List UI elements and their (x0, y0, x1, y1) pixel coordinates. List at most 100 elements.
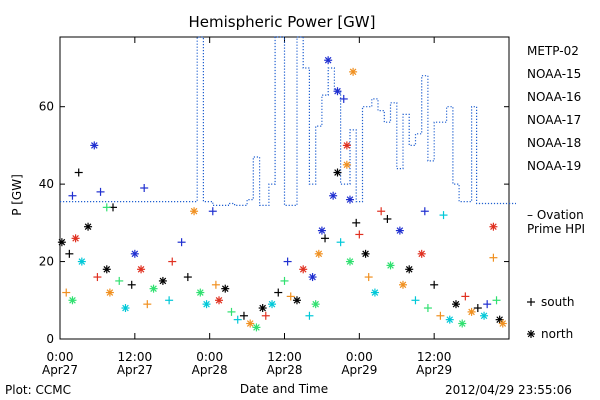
marker-stroke-d2 (299, 266, 307, 273)
plot-timestamp: 2012/04/29 23:55:06 (445, 383, 572, 397)
south-marker (140, 184, 149, 192)
north-marker (467, 307, 476, 316)
south-marker (423, 304, 432, 313)
marker-stroke-d2 (197, 289, 204, 296)
marker-stroke-d2 (527, 330, 535, 338)
plot-credit: Plot: CCMC (5, 383, 71, 397)
x-tick-date-label: Apr29 (341, 363, 377, 377)
north-marker (405, 265, 414, 274)
marker-stroke-d2 (418, 250, 425, 258)
marker-stroke-d2 (84, 223, 92, 231)
north-marker (417, 249, 426, 258)
marker-key: south north (527, 295, 575, 341)
x-tick-label: 12:00 (267, 350, 302, 364)
south-marker (492, 296, 501, 305)
marker-stroke-d2 (159, 277, 167, 285)
marker-stroke-d2 (246, 320, 254, 327)
north-marker (333, 87, 342, 96)
north-marker (196, 288, 205, 297)
south-marker (489, 253, 498, 262)
south-marker (420, 207, 429, 216)
marker-stroke-d2 (72, 235, 79, 242)
x-tick-date-label: Apr29 (416, 363, 452, 377)
north-marker (252, 323, 261, 332)
south-marker (74, 168, 83, 177)
marker-stroke-d2 (334, 169, 341, 176)
north-marker (149, 284, 158, 293)
south-marker (339, 94, 348, 103)
south-marker (115, 276, 124, 285)
marker-stroke-d2 (349, 68, 357, 76)
south-marker (355, 230, 364, 239)
marker-stroke-d2 (58, 238, 66, 246)
south-marker (430, 280, 439, 289)
north-marker (121, 304, 130, 313)
south-marker (208, 207, 217, 216)
legend-entry-metp-02: METP-02 (527, 44, 579, 58)
south-marker (321, 234, 330, 243)
north-marker (349, 67, 358, 76)
north-marker (90, 141, 99, 150)
north-marker (342, 160, 351, 169)
marker-key-south: south (541, 295, 575, 309)
south-marker (62, 288, 71, 297)
south-marker (93, 273, 102, 282)
south-marker (283, 257, 292, 266)
north-marker (292, 296, 301, 305)
north-marker (299, 265, 308, 274)
south-marker (227, 307, 236, 316)
south-marker (168, 257, 177, 266)
north-marker (329, 191, 338, 200)
marker-stroke-d2 (446, 316, 454, 323)
marker-stroke-d2 (259, 304, 266, 312)
north-marker (190, 207, 199, 216)
ovation-hpi-line (60, 36, 509, 206)
marker-stroke-d2 (318, 227, 326, 234)
ovation-label-line2: Prime HPI (527, 222, 585, 236)
south-marker (165, 296, 174, 305)
south-marker (439, 211, 448, 220)
south-marker (286, 292, 295, 301)
north-marker (84, 222, 93, 231)
marker-stroke-d2 (490, 223, 497, 231)
south-marker (96, 187, 105, 196)
marker-stroke-d2 (103, 266, 111, 273)
south-marker (177, 238, 186, 247)
north-marker (451, 300, 460, 309)
south-marker (102, 203, 111, 212)
legend-entry-noaa-19: NOAA-19 (527, 159, 581, 173)
south-marker (383, 214, 392, 223)
south-marker (411, 296, 420, 305)
north-marker (102, 265, 111, 274)
marker-stroke-d2 (309, 273, 316, 281)
marker-stroke-d2 (399, 281, 407, 289)
south-marker (473, 304, 482, 313)
marker-stroke-d2 (203, 300, 210, 308)
x-tick-label: 0:00 (47, 350, 74, 364)
south-marker (377, 207, 386, 216)
south-marker (183, 273, 192, 282)
legend-entry-noaa-17: NOAA-17 (527, 113, 581, 127)
marker-stroke-d2 (405, 266, 413, 273)
north-marker (314, 249, 323, 258)
marker-stroke-d2 (371, 289, 379, 296)
north-marker (398, 280, 407, 289)
marker-stroke-d2 (343, 142, 351, 149)
x-tick-date-label: Apr28 (266, 363, 302, 377)
south-marker (127, 280, 136, 289)
north-marker (130, 249, 139, 258)
south-marker (65, 249, 74, 258)
south-marker (233, 315, 242, 324)
data-points (57, 56, 507, 332)
marker-stroke-d2 (346, 258, 354, 265)
marker-stroke-d2 (122, 304, 129, 312)
y-tick-label: 20 (39, 255, 54, 269)
south-marker (305, 311, 314, 320)
south-marker (527, 298, 535, 306)
north-marker (395, 226, 404, 235)
marker-key-north: north (541, 327, 573, 341)
x-axis-ticks: 0:00Apr2712:00Apr270:00Apr2812:00Apr280:… (42, 37, 452, 377)
marker-stroke-d2 (362, 250, 369, 258)
north-marker (105, 288, 114, 297)
